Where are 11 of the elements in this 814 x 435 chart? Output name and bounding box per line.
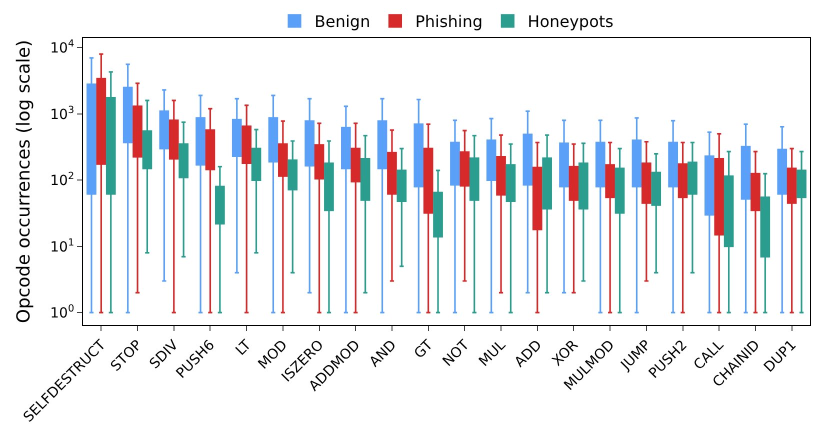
x-tick-label: GT	[411, 336, 436, 362]
y-axis-title: Opcode occurrences (log scale)	[13, 40, 34, 324]
y-tick-label: 10$^{4}$	[50, 38, 74, 57]
y-tick-label: 10$^{0}$	[50, 304, 74, 322]
legend-label: Phishing	[415, 12, 483, 32]
y-tick-label: 10$^{1}$	[50, 237, 74, 256]
x-tick-label: LT	[232, 336, 255, 359]
legend-label: Honeypots	[528, 12, 614, 32]
y-tick-label: 10$^{2}$	[50, 171, 74, 190]
y-tick-label: 10$^{3}$	[50, 104, 74, 123]
legend-label: Benign	[314, 12, 370, 32]
